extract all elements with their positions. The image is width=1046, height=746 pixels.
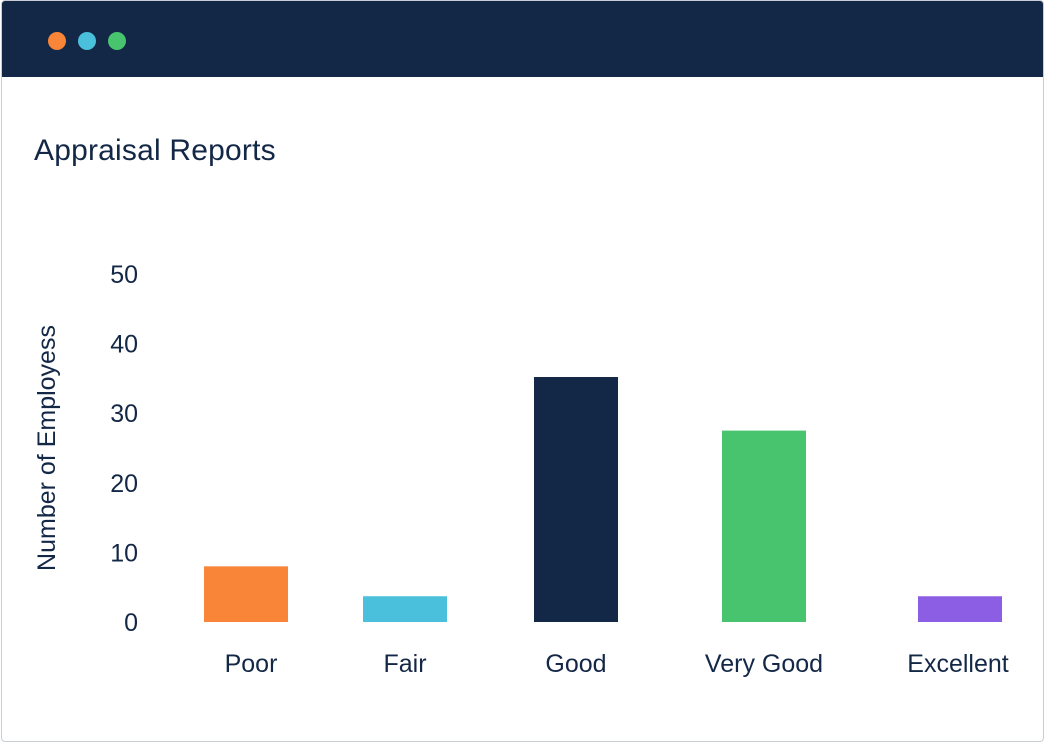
y-axis-label: Number of Employess (33, 325, 61, 571)
bar-excellent (918, 596, 1002, 622)
x-tick-label: Excellent (907, 650, 1008, 678)
x-tick-label: Very Good (705, 650, 823, 678)
bar-poor (204, 566, 288, 622)
x-tick-label: Poor (225, 650, 278, 678)
close-dot[interactable] (48, 32, 66, 50)
y-tick-label: 40 (110, 331, 138, 359)
y-tick-label: 30 (110, 400, 138, 428)
page-title: Appraisal Reports (34, 134, 276, 167)
y-tick-label: 20 (110, 470, 138, 498)
bar-good (534, 377, 618, 622)
y-tick-label: 10 (110, 539, 138, 567)
y-tick-label: 50 (110, 261, 138, 289)
maximize-dot[interactable] (108, 32, 126, 50)
bar-very-good (722, 430, 806, 622)
x-tick-label: Good (545, 650, 606, 678)
bar-fair (363, 596, 447, 622)
title-bar (2, 1, 1043, 77)
y-tick-label: 0 (124, 609, 138, 637)
minimize-dot[interactable] (78, 32, 96, 50)
x-tick-label: Fair (383, 650, 426, 678)
